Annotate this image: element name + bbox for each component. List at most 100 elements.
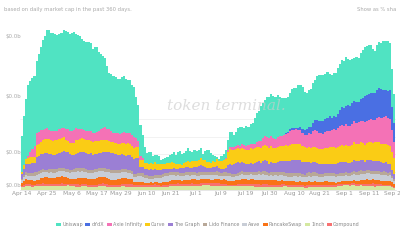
Bar <box>360 170 362 174</box>
Bar <box>77 178 79 184</box>
Bar <box>189 175 192 180</box>
Bar <box>210 180 212 183</box>
Bar <box>258 171 260 174</box>
Bar <box>52 33 54 131</box>
Bar <box>356 172 358 175</box>
Bar <box>71 155 73 170</box>
Bar <box>127 155 129 170</box>
Bar <box>135 174 137 177</box>
Bar <box>235 180 237 185</box>
Bar <box>283 181 285 184</box>
Bar <box>166 186 168 190</box>
Bar <box>216 175 218 179</box>
Bar <box>150 187 152 190</box>
Bar <box>98 131 100 141</box>
Bar <box>258 111 260 141</box>
Bar <box>144 163 146 169</box>
Bar <box>179 186 181 190</box>
Bar <box>324 119 326 132</box>
Bar <box>48 173 50 178</box>
Bar <box>335 186 337 190</box>
Bar <box>387 164 389 173</box>
Bar <box>302 162 304 174</box>
Bar <box>337 186 339 190</box>
Bar <box>302 146 304 162</box>
Bar <box>229 164 231 173</box>
Bar <box>212 168 214 172</box>
Bar <box>299 176 302 181</box>
Bar <box>254 144 256 149</box>
Bar <box>75 186 77 190</box>
Bar <box>283 186 285 190</box>
Bar <box>389 172 391 175</box>
Bar <box>308 90 310 127</box>
Bar <box>38 132 40 144</box>
Bar <box>148 164 150 170</box>
Bar <box>129 170 131 174</box>
Bar <box>216 183 218 186</box>
Bar <box>108 129 110 141</box>
Bar <box>181 173 183 176</box>
Bar <box>69 186 71 190</box>
Bar <box>79 185 81 186</box>
Bar <box>318 187 320 190</box>
Bar <box>248 127 250 145</box>
Bar <box>243 186 246 190</box>
Bar <box>291 185 293 187</box>
Bar <box>92 170 94 173</box>
Bar <box>170 184 173 186</box>
Bar <box>266 184 268 187</box>
Bar <box>270 187 272 190</box>
Bar <box>29 184 32 186</box>
Bar <box>144 185 146 187</box>
Bar <box>92 155 94 170</box>
Bar <box>177 169 179 172</box>
Bar <box>231 147 233 150</box>
Bar <box>206 162 208 168</box>
Bar <box>185 186 187 190</box>
Bar <box>337 182 339 184</box>
Bar <box>25 164 27 172</box>
Bar <box>125 186 127 190</box>
Bar <box>227 186 229 190</box>
Bar <box>243 180 246 184</box>
Bar <box>65 152 67 169</box>
Bar <box>283 161 285 172</box>
Bar <box>156 155 158 164</box>
Bar <box>310 182 312 185</box>
Bar <box>110 170 112 173</box>
Bar <box>289 177 291 181</box>
Bar <box>343 184 345 186</box>
Bar <box>154 178 156 182</box>
Bar <box>370 93 372 119</box>
Bar <box>77 184 79 187</box>
Bar <box>29 186 32 190</box>
Bar <box>368 142 370 160</box>
Bar <box>345 181 347 184</box>
Bar <box>112 133 114 142</box>
Bar <box>353 183 356 185</box>
Bar <box>293 176 295 181</box>
Bar <box>69 173 71 179</box>
Bar <box>295 128 297 129</box>
Bar <box>347 126 349 146</box>
Bar <box>58 34 60 129</box>
Bar <box>148 170 150 176</box>
Bar <box>125 172 127 179</box>
Bar <box>356 102 358 123</box>
Text: $0.0b: $0.0b <box>5 183 21 188</box>
Bar <box>150 162 152 169</box>
Bar <box>287 177 289 181</box>
Bar <box>256 175 258 180</box>
Bar <box>239 180 241 184</box>
Bar <box>239 163 241 172</box>
Bar <box>112 142 114 153</box>
Bar <box>75 168 77 172</box>
Bar <box>287 187 289 190</box>
Bar <box>264 187 266 190</box>
Bar <box>224 168 227 172</box>
Bar <box>204 175 206 179</box>
Bar <box>308 181 310 185</box>
Bar <box>333 164 335 173</box>
Bar <box>65 169 67 172</box>
